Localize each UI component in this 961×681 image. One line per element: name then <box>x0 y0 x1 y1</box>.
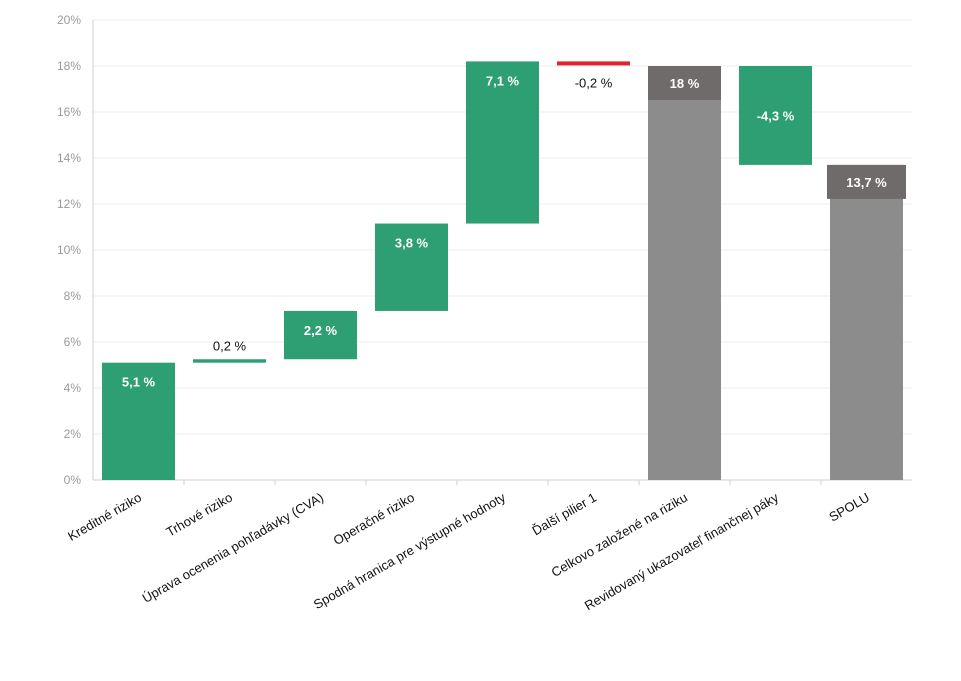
x-tick-label: Trhové riziko <box>163 490 235 540</box>
y-tick-label: 8% <box>64 289 82 303</box>
x-tick-label: Revidovaný ukazovateľ finančnej páky <box>582 489 782 613</box>
data-label: 18 % <box>670 76 700 91</box>
data-label: 3,8 % <box>395 236 429 251</box>
bar-8 <box>739 66 812 165</box>
bar-2 <box>193 359 266 363</box>
data-label: -4,3 % <box>757 108 795 123</box>
x-tick-label: Spodná hranica pre výstupné hodnoty <box>311 489 509 612</box>
bar-1 <box>102 362 175 480</box>
bars <box>102 61 903 480</box>
y-tick-label: 16% <box>57 105 81 119</box>
data-label: 0,2 % <box>213 338 247 353</box>
y-tick-label: 14% <box>57 151 81 165</box>
bar-3 <box>284 310 357 360</box>
data-label: 5,1 % <box>122 375 156 390</box>
x-tick-label: Operačné riziko <box>331 490 417 549</box>
data-label: -0,2 % <box>575 75 613 90</box>
y-tick-label: 18% <box>57 59 81 73</box>
y-tick-label: 0% <box>64 473 82 487</box>
data-label: 2,2 % <box>304 323 338 338</box>
y-tick-label: 10% <box>57 243 81 257</box>
bar-4 <box>375 223 448 311</box>
y-tick-label: 6% <box>64 335 82 349</box>
data-label: 7,1 % <box>486 73 520 88</box>
x-tick-label: Ďalší pilier 1 <box>530 490 599 539</box>
bar-9 <box>830 164 903 480</box>
x-tick-label: SPOLU <box>826 490 872 525</box>
data-label: 13,7 % <box>846 175 887 190</box>
bar-7 <box>648 66 721 480</box>
y-tick-label: 12% <box>57 197 81 211</box>
total-label-box <box>827 164 906 199</box>
bar-5 <box>466 61 539 224</box>
y-tick-label: 4% <box>64 381 82 395</box>
x-tick-label: Kreditné riziko <box>65 490 144 544</box>
y-tick-label: 2% <box>64 427 82 441</box>
bar-6 <box>557 61 630 66</box>
y-tick-label: 20% <box>57 13 81 27</box>
total-label-box <box>648 66 721 100</box>
axes: 0% 2% 4% 6% 8% 10% 12% 14% 16% 18% 20% <box>57 13 912 487</box>
x-tick-label: Úprava ocenenia pohľadávky (CVA) <box>140 490 326 606</box>
data-labels: 5,1 % 0,2 % 2,2 % 3,8 % 7,1 % -0,2 % 18 % -4,3 … <box>122 66 906 390</box>
